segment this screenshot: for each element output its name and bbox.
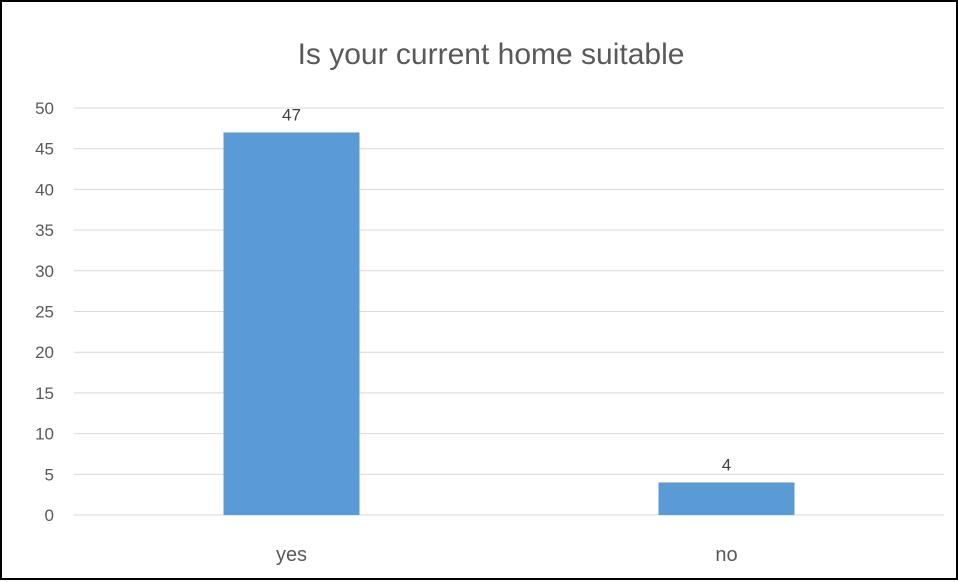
bar-yes: [223, 132, 360, 516]
y-axis-ticks: 0 5 10 15 20 25 30 35 40 45 50: [35, 99, 54, 525]
data-label-no: 4: [722, 455, 731, 474]
data-label-yes: 47: [282, 105, 301, 124]
x-axis-categories: yes no: [276, 544, 738, 566]
bars: [223, 132, 795, 516]
y-tick-label: 40: [35, 180, 54, 199]
y-tick-label: 30: [35, 262, 54, 281]
bar-no: [658, 482, 795, 515]
data-labels: 47 4: [282, 105, 731, 474]
x-category-label: yes: [276, 544, 307, 566]
y-tick-label: 0: [45, 506, 54, 525]
y-tick-label: 35: [35, 221, 54, 240]
y-tick-label: 45: [35, 140, 54, 159]
y-tick-label: 50: [35, 99, 54, 118]
y-tick-label: 5: [45, 465, 54, 484]
chart-title: Is your current home suitable: [298, 38, 685, 71]
gridlines: [74, 107, 944, 516]
y-tick-label: 10: [35, 425, 54, 444]
x-category-label: no: [715, 544, 737, 566]
y-tick-label: 20: [35, 343, 54, 362]
y-tick-label: 15: [35, 384, 54, 403]
y-tick-label: 25: [35, 303, 54, 322]
